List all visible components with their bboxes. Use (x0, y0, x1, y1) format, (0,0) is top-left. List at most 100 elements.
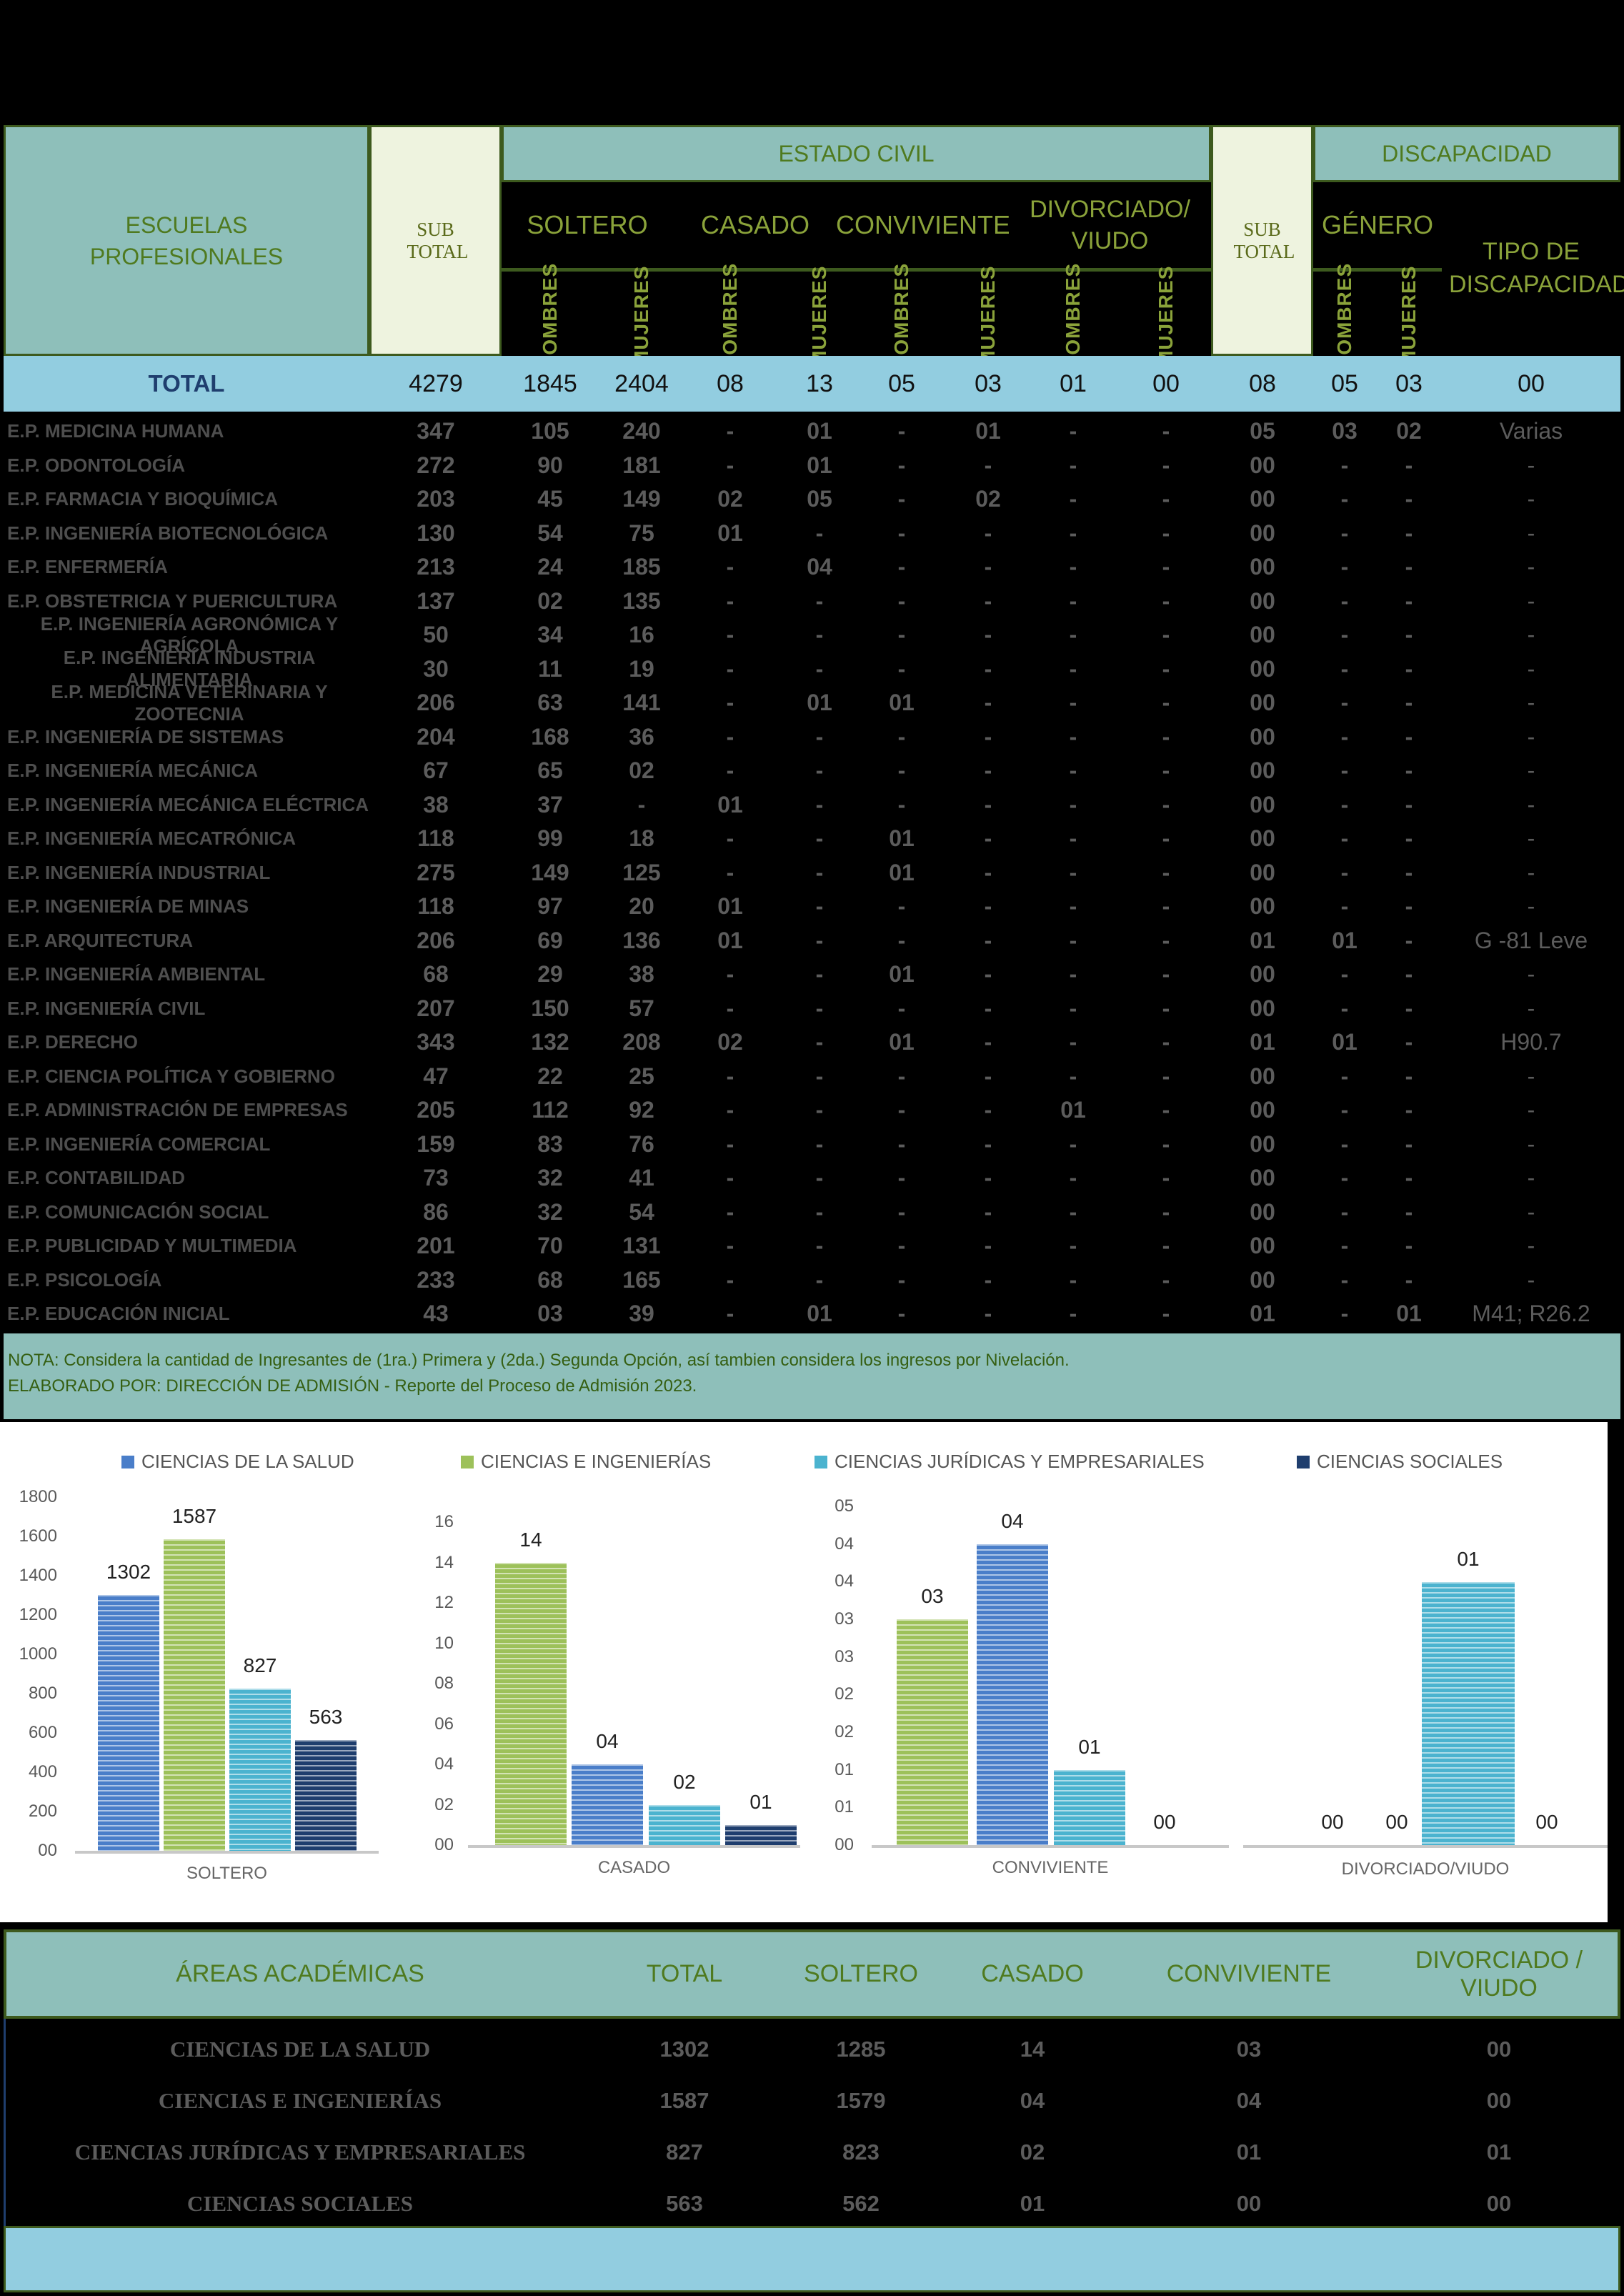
row-value: - (1405, 452, 1413, 478)
row-value: 02 (629, 757, 654, 784)
areas-header: CASADO (981, 1960, 1084, 1987)
bar-label: 563 (309, 1706, 343, 1729)
category-label: CONVIVIENTE (992, 1858, 1109, 1877)
row-value: - (1162, 757, 1170, 784)
row-value: 65 (537, 757, 563, 784)
areas-cell: CIENCIAS E INGENIERÍAS (158, 2088, 442, 2113)
row-value: - (1405, 961, 1413, 988)
row-value: 206 (417, 690, 455, 716)
row-value: 00 (1250, 757, 1275, 784)
row-value: - (1340, 1301, 1349, 1327)
table-row: E.P. MEDICINA VETERINARIA Y ZOOTECNIA 206… (0, 680, 1624, 725)
row-value: - (984, 1165, 992, 1191)
row-value: - (984, 961, 992, 988)
y-tick: 12 (434, 1593, 454, 1612)
row-value: 149 (622, 486, 661, 512)
areas-cell: 00 (1486, 2191, 1512, 2216)
row-value: - (897, 655, 906, 682)
areas-header: CONVIVIENTE (1166, 1960, 1332, 1987)
row-value: 16 (629, 622, 654, 648)
row-value: 00 (1250, 791, 1275, 817)
table-row: E.P. INGENIERÍA BIOTECNOLÓGICA 130 54 75 01 -… (0, 517, 1624, 551)
row-value: 63 (537, 690, 563, 716)
row-value: - (897, 452, 906, 478)
areas-cell: 827 (666, 2140, 703, 2165)
row-value: 205 (417, 1097, 455, 1123)
row-value: - (1162, 690, 1170, 716)
row-value: 39 (629, 1301, 654, 1327)
row-value: - (1527, 520, 1535, 546)
areas-cell: 04 (1020, 2088, 1045, 2113)
y-tick: 10 (434, 1633, 454, 1653)
row-value: - (897, 554, 906, 580)
row-value: - (1527, 1233, 1535, 1259)
escuela-name: E.P. MEDICINA VETERINARIA Y ZOOTECNIA (51, 680, 328, 725)
bar-label: 03 (921, 1585, 944, 1607)
table-row: E.P. INGENIERÍA AGRONÓMICA Y AGRÍCOLA 50 3… (0, 613, 1624, 657)
y-tick: 06 (434, 1714, 454, 1734)
total-value: 01 (1060, 369, 1087, 397)
total-value: 13 (806, 369, 833, 397)
row-value: 00 (1250, 1233, 1275, 1259)
mujeres-label: MUJERES (1398, 265, 1420, 367)
escuela-name: E.P. INGENIERÍA INDUSTRIAL (7, 861, 271, 883)
escuela-name: E.P. MEDICINA HUMANA (7, 420, 224, 442)
category-label: SOLTERO (186, 1864, 267, 1883)
y-tick: 01 (835, 1759, 854, 1779)
row-value: - (815, 859, 824, 885)
row-value: - (984, 1130, 992, 1157)
row-value: 165 (622, 1266, 661, 1293)
areas-cell: 563 (666, 2191, 703, 2216)
row-value: - (1069, 791, 1077, 817)
row-value: - (1405, 1266, 1413, 1293)
row-value: 204 (417, 723, 455, 750)
row-value: - (1340, 859, 1349, 885)
escuela-name: E.P. FARMACIA Y BIOQUÍMICA (7, 488, 278, 510)
row-value: - (1162, 1165, 1170, 1191)
hombres-label: HOMBRES (1333, 262, 1355, 370)
y-tick: 600 (28, 1723, 57, 1742)
row-value: 38 (423, 791, 449, 817)
areas-cell: 00 (1486, 2088, 1512, 2113)
row-value: - (984, 995, 992, 1021)
row-value: - (815, 1233, 824, 1259)
row-value: - (897, 1165, 906, 1191)
escuela-name: E.P. EDUCACIÓN INICIAL (7, 1303, 230, 1325)
table-row: E.P. CIENCIA POLÍTICA Y GOBIERNO 47 22 25 - -… (0, 1060, 1624, 1094)
table-row: E.P. OBSTETRICIA Y PUERICULTURA 137 02 135 -… (0, 585, 1624, 619)
row-value: 135 (622, 587, 661, 614)
escuela-name: E.P. CIENCIA POLÍTICA Y GOBIERNO (7, 1065, 335, 1087)
row-value: 105 (531, 418, 569, 444)
row-value: 347 (417, 418, 455, 444)
row-value: 24 (537, 554, 563, 580)
bar (572, 1764, 643, 1845)
bar-label: 01 (749, 1790, 772, 1813)
row-value: - (1162, 554, 1170, 580)
bar (98, 1594, 159, 1851)
row-value: 02 (1396, 418, 1422, 444)
legend-juridicas: CIENCIAS JURÍDICAS Y EMPRESARIALES (815, 1451, 1205, 1473)
bar (897, 1619, 968, 1845)
row-value: - (1069, 452, 1077, 478)
areas-cell: CIENCIAS DE LA SALUD (169, 2037, 431, 2062)
header-divorciado: DIVORCIADO/ VIUDO (1009, 182, 1211, 268)
row-value: - (1340, 1165, 1349, 1191)
row-value: - (1162, 1029, 1170, 1055)
total-value: 05 (888, 369, 915, 397)
row-value: - (1527, 690, 1535, 716)
row-value: - (726, 554, 734, 580)
row-value: - (1340, 791, 1349, 817)
areas-cell: 562 (842, 2191, 880, 2216)
row-value: - (1405, 486, 1413, 512)
row-value: 00 (1250, 893, 1275, 920)
row-value: 43 (423, 1301, 449, 1327)
row-value: - (1527, 757, 1535, 784)
escuela-name: E.P. INGENIERÍA BIOTECNOLÓGICA (7, 522, 329, 544)
row-value: 00 (1250, 723, 1275, 750)
row-value: - (1405, 1029, 1413, 1055)
row-value: - (815, 1029, 824, 1055)
row-value: - (1405, 995, 1413, 1021)
row-value: - (815, 1165, 824, 1191)
row-value: - (897, 927, 906, 953)
bar-label: 1587 (171, 1504, 217, 1527)
